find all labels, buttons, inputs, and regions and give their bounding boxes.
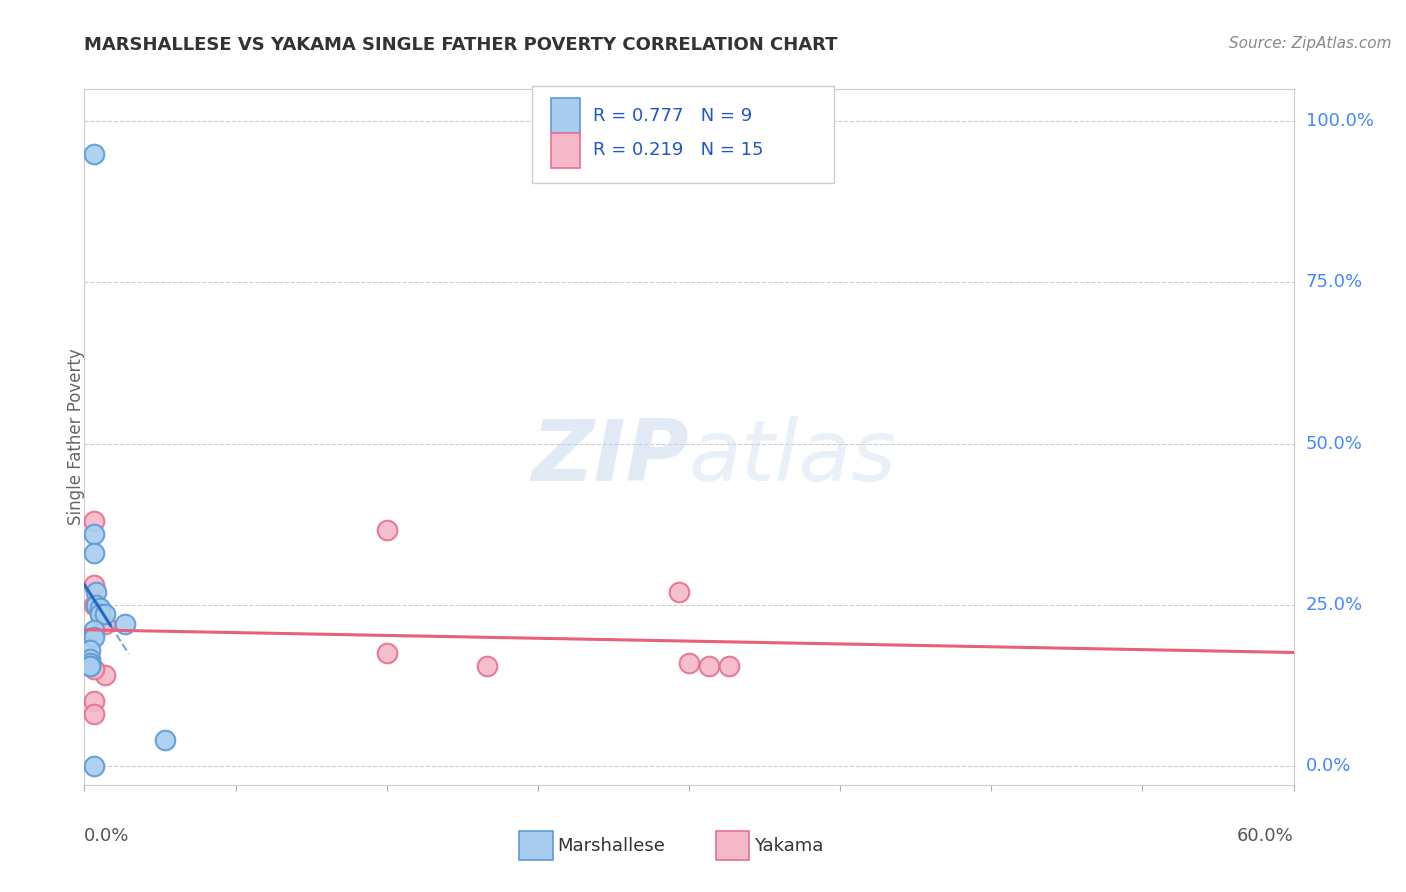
Point — [83, 758, 105, 772]
Point — [83, 694, 105, 708]
FancyBboxPatch shape — [551, 133, 581, 168]
Point — [93, 668, 115, 682]
Point — [83, 662, 105, 676]
Point — [83, 146, 105, 161]
Text: 0.0%: 0.0% — [1306, 756, 1351, 774]
Point — [375, 646, 398, 660]
Text: 50.0%: 50.0% — [1306, 434, 1362, 452]
Text: 60.0%: 60.0% — [1237, 827, 1294, 845]
Point — [83, 624, 105, 638]
Text: 100.0%: 100.0% — [1306, 112, 1374, 130]
Text: atlas: atlas — [689, 417, 897, 500]
Text: 0.0%: 0.0% — [84, 827, 129, 845]
Point — [668, 584, 690, 599]
Point — [79, 652, 101, 666]
Point — [79, 658, 101, 673]
Text: ZIP: ZIP — [531, 417, 689, 500]
FancyBboxPatch shape — [551, 98, 581, 133]
Point — [375, 524, 398, 538]
Text: R = 0.219   N = 15: R = 0.219 N = 15 — [593, 142, 763, 160]
Point — [86, 584, 108, 599]
Point — [83, 707, 105, 722]
Point — [83, 598, 105, 612]
Point — [678, 656, 700, 670]
Point — [89, 607, 111, 622]
Point — [89, 600, 111, 615]
Point — [697, 658, 720, 673]
Text: 25.0%: 25.0% — [1306, 596, 1362, 614]
Text: Yakama: Yakama — [754, 837, 823, 855]
Point — [718, 658, 741, 673]
Point — [83, 514, 105, 528]
Point — [83, 578, 105, 592]
Text: R = 0.777   N = 9: R = 0.777 N = 9 — [593, 107, 752, 125]
Point — [93, 607, 115, 622]
Point — [79, 642, 101, 657]
Point — [114, 616, 136, 631]
Text: MARSHALLESE VS YAKAMA SINGLE FATHER POVERTY CORRELATION CHART: MARSHALLESE VS YAKAMA SINGLE FATHER POVE… — [84, 36, 838, 54]
Point — [83, 546, 105, 560]
Point — [153, 732, 176, 747]
Point — [83, 526, 105, 541]
Point — [79, 658, 101, 673]
Point — [93, 616, 115, 631]
FancyBboxPatch shape — [531, 86, 834, 183]
Text: Marshallese: Marshallese — [557, 837, 665, 855]
Text: Source: ZipAtlas.com: Source: ZipAtlas.com — [1229, 36, 1392, 51]
Point — [477, 658, 499, 673]
Point — [79, 656, 101, 670]
Point — [86, 598, 108, 612]
Y-axis label: Single Father Poverty: Single Father Poverty — [67, 349, 84, 525]
Text: 75.0%: 75.0% — [1306, 274, 1362, 292]
Point — [89, 607, 111, 622]
Point — [83, 630, 105, 644]
